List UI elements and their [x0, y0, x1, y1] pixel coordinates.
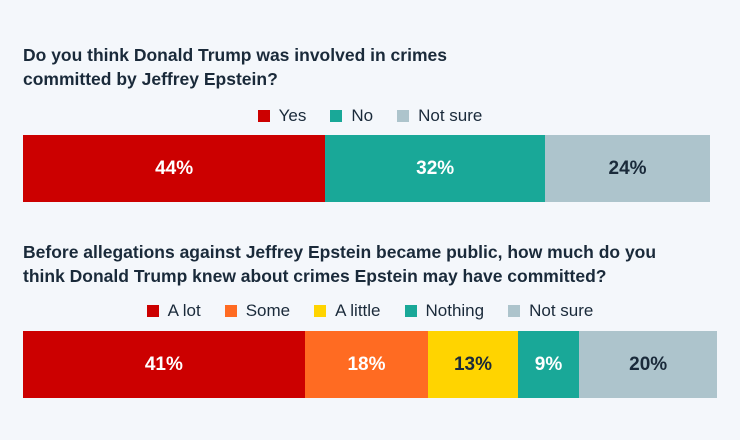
chart-1-title: Do you think Donald Trump was involved i… [23, 43, 447, 91]
legend-swatch [257, 110, 270, 122]
data-label: 44% [155, 157, 194, 179]
legend-label: Not sure [418, 106, 483, 125]
chart-2-title: Before allegations against Jeffrey Epste… [23, 240, 656, 288]
legend-label: No [351, 106, 374, 125]
bar-segment-some: 18% [304, 331, 429, 398]
legend-item-yes: Yes [257, 106, 307, 126]
title-line: Before allegations against Jeffrey Epste… [23, 242, 657, 262]
legend-label: Nothing [425, 301, 485, 320]
title-line: Do you think Donald Trump was involved i… [23, 45, 447, 65]
bar-segment-a-lot: 41% [23, 331, 305, 398]
bar-segment-nothing: 9% [517, 331, 580, 398]
data-label: 20% [629, 353, 668, 375]
legend-item-not-sure: Not sure [397, 106, 482, 126]
bar-segment-yes: 44% [23, 135, 326, 202]
legend-label: A lot [167, 301, 201, 320]
chart-1-legend: Yes No Not sure [0, 106, 740, 126]
legend-swatch [508, 305, 521, 317]
legend-label: Some [245, 301, 291, 320]
legend-swatch [146, 305, 159, 317]
bar-segment-not-sure: 24% [545, 135, 710, 202]
data-label: 13% [453, 353, 492, 375]
legend-swatch [404, 305, 417, 317]
bar-segment-not-sure: 20% [579, 331, 717, 398]
legend-swatch [314, 305, 327, 317]
legend-item-a-little: A little [314, 301, 381, 321]
legend-item-not-sure: Not sure [508, 301, 593, 321]
bar-segment-no: 32% [325, 135, 546, 202]
legend-item-nothing: Nothing [404, 301, 485, 321]
data-label: 32% [416, 157, 455, 179]
legend-swatch [330, 110, 343, 122]
legend-item-a-lot: A lot [146, 301, 201, 321]
legend-swatch [224, 305, 237, 317]
legend-label: A little [335, 301, 381, 320]
bar-segment-a-little: 13% [428, 331, 518, 398]
legend-item-some: Some [224, 301, 291, 321]
chart-2-bar: 41% 18% 13% 9% 20% [23, 331, 717, 398]
title-line: think Donald Trump knew about crimes Eps… [23, 266, 607, 286]
chart-1-bar: 44% 32% 24% [23, 135, 710, 202]
legend-item-no: No [330, 106, 373, 126]
data-label: 9% [534, 353, 563, 375]
legend-label: Yes [278, 106, 307, 125]
legend-label: Not sure [529, 301, 594, 320]
data-label: 18% [347, 353, 386, 375]
chart-2-legend: A lot Some A little Nothing Not sure [0, 301, 740, 321]
title-line: committed by Jeffrey Epstein? [23, 69, 278, 89]
legend-swatch [397, 110, 410, 122]
data-label: 24% [608, 157, 647, 179]
data-label: 41% [144, 353, 183, 375]
